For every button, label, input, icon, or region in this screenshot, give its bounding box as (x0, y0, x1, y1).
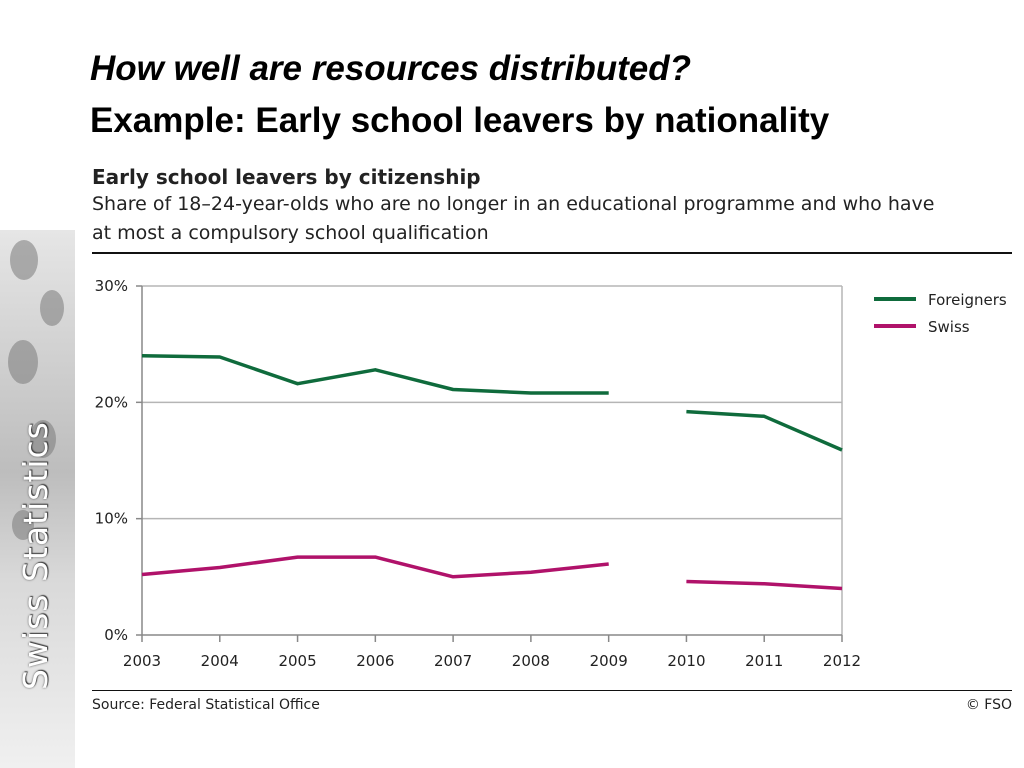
chart-legend: Foreigners Swiss (874, 291, 1007, 336)
copyright-note: © FSO (965, 697, 1012, 713)
chart-grid (142, 285, 843, 635)
chart-series (141, 354, 843, 591)
slide-title-question: How well are resources distributed? (90, 49, 691, 88)
x-tick-label: 2008 (512, 652, 550, 670)
figure-bottom-rule (92, 690, 1012, 691)
chart-title: Early school leavers by citizenship (92, 165, 481, 189)
x-tick-label: 2004 (201, 652, 239, 670)
y-tick-label: 30% (95, 277, 128, 295)
figure-header: Early school leavers by citizenship Shar… (92, 164, 1012, 248)
legend-label-swiss: Swiss (928, 318, 970, 336)
x-tick-label: 2007 (434, 652, 472, 670)
x-tick-label: 2006 (356, 652, 394, 670)
chart-subtitle: Share of 18–24-year-olds who are no long… (92, 193, 935, 244)
x-tick-label: 2009 (590, 652, 628, 670)
series-line-foreigners (141, 354, 609, 395)
source-note: Source: Federal Statistical Office (92, 697, 320, 713)
slide-title-example: Example: Early school leavers by nationa… (90, 101, 830, 140)
legend-label-foreigners: Foreigners (928, 291, 1007, 309)
series-line-foreigners (686, 409, 843, 452)
series-line-swiss (141, 555, 609, 579)
chart-axes: 0% 10% 20% 30% 2003 2004 2005 2006 2007 2008 2009 2… (95, 277, 861, 670)
crowd-figure (40, 290, 64, 326)
crowd-figure (10, 240, 38, 280)
y-tick-label: 0% (104, 626, 128, 644)
x-tick-label: 2003 (123, 652, 161, 670)
y-tick-label: 20% (95, 393, 128, 411)
y-tick-label: 10% (95, 510, 128, 528)
series-line-swiss (686, 579, 843, 591)
x-tick-label: 2005 (278, 652, 316, 670)
x-tick-label: 2010 (667, 652, 705, 670)
crowd-figure (8, 340, 38, 384)
crowd-figure (30, 420, 56, 458)
slide-title: How well are resources distributed? Exam… (90, 48, 829, 142)
side-photo-strip (0, 230, 75, 768)
x-tick-label: 2012 (823, 652, 861, 670)
figure-top-rule (92, 252, 1012, 254)
x-tick-label: 2011 (745, 652, 783, 670)
crowd-figure (12, 510, 34, 540)
